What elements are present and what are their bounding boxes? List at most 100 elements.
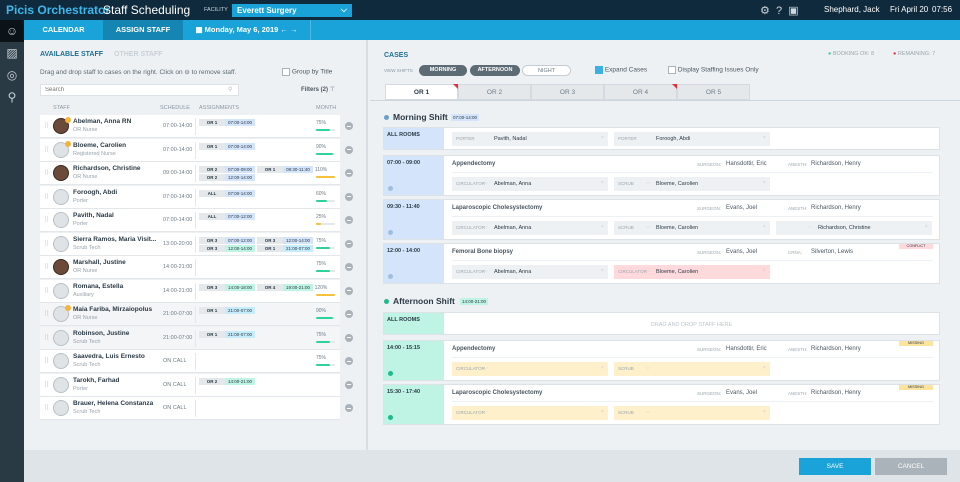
remove-icon[interactable]: × bbox=[762, 224, 766, 230]
case-name[interactable]: Appendectomy bbox=[452, 161, 496, 167]
remove-staff-icon[interactable] bbox=[345, 310, 353, 318]
gear-icon[interactable]: ⚙ bbox=[760, 5, 770, 17]
shift-night-toggle[interactable]: NIGHT bbox=[522, 65, 571, 76]
shift-afternoon-toggle[interactable]: AFTERNOON bbox=[470, 65, 520, 76]
drag-handle-icon[interactable]: ⠿ bbox=[44, 264, 50, 271]
case-name[interactable]: Appendectomy bbox=[452, 346, 496, 352]
staff-slot[interactable]: CIRCULATOR ⌵ Bloeme, Carolien × bbox=[614, 265, 770, 279]
shift-morning-toggle[interactable]: MORNING bbox=[419, 65, 467, 76]
expand-cases-checkbox[interactable] bbox=[595, 66, 603, 74]
staff-row[interactable]: ⠿ Maia Fariba, Mirzaiopolus OR Nurse 21:00-… bbox=[40, 303, 340, 326]
facility-select[interactable]: Everett Surgery ⌵ bbox=[232, 4, 352, 17]
remove-staff-icon[interactable] bbox=[345, 145, 353, 154]
drag-handle-icon[interactable]: ⠿ bbox=[44, 170, 50, 177]
slot-role[interactable]: SCRUB bbox=[618, 225, 634, 230]
chevron-down-icon[interactable]: ⌵ bbox=[808, 224, 812, 230]
slot-role[interactable]: CIRCULATOR bbox=[456, 181, 485, 186]
drag-handle-icon[interactable]: ⠿ bbox=[44, 123, 50, 130]
remove-staff-icon[interactable] bbox=[345, 263, 353, 271]
slot-role[interactable]: CIRCULATOR bbox=[456, 225, 485, 230]
info-icon[interactable] bbox=[388, 230, 393, 235]
chevron-down-icon[interactable]: ⌵ bbox=[484, 409, 488, 415]
arrow-right-icon[interactable]: → bbox=[290, 25, 298, 34]
chevron-down-icon[interactable]: ⌵ bbox=[646, 268, 650, 274]
staff-row[interactable]: ⠿ Marshall, Justine OR Nurse 14:00-21:00 75% bbox=[40, 256, 340, 279]
tab-available-staff[interactable]: AVAILABLE STAFF bbox=[40, 51, 103, 58]
bandage-icon[interactable]: ▨ bbox=[6, 46, 18, 60]
tab-other-staff[interactable]: OTHER STAFF bbox=[114, 51, 163, 58]
staff-slot[interactable]: SCRUB ⌵ Bloeme, Carolien × bbox=[614, 177, 770, 191]
case-name[interactable]: Femoral Bone biopsy bbox=[452, 249, 514, 255]
staff-row[interactable]: ⠿ Sierra Ramos, Maria Visit... Scrub Tech 1… bbox=[40, 232, 340, 256]
drag-handle-icon[interactable]: ⠿ bbox=[44, 334, 50, 342]
drag-handle-icon[interactable]: ⠿ bbox=[44, 217, 50, 224]
tab-or-4[interactable]: OR 4 bbox=[604, 84, 677, 100]
staff-slot[interactable]: PORTER Pavith, Nadal × bbox=[452, 132, 608, 146]
staff-row[interactable]: ⠿ Robinson, Justine Scrub Tech 21:00-07:00 O… bbox=[40, 326, 340, 350]
staff-row[interactable]: ⠿ Pavith, Nadal Porter 07:00-14:00 ALL 07:00-… bbox=[40, 209, 340, 232]
remove-icon[interactable]: × bbox=[762, 409, 766, 415]
drag-handle-icon[interactable]: ⠿ bbox=[44, 381, 50, 389]
remove-icon[interactable]: × bbox=[600, 180, 604, 186]
remove-icon[interactable]: × bbox=[600, 135, 604, 141]
remove-staff-icon[interactable] bbox=[345, 169, 353, 177]
slot-role[interactable]: SCRUB bbox=[618, 410, 634, 415]
case-name[interactable]: Laparoscopic Cholesystectomy bbox=[452, 205, 543, 211]
staff-row[interactable]: ⠿ Tarokh, Farhad Porter ON CALL OR 2 14:00-21… bbox=[40, 373, 340, 397]
remove-icon[interactable]: × bbox=[924, 224, 928, 230]
drag-handle-icon[interactable]: ⠿ bbox=[44, 311, 50, 318]
staff-slot[interactable]: CIRCULATOR ⌵ × bbox=[452, 362, 608, 376]
drag-handle-icon[interactable]: ⠿ bbox=[44, 240, 50, 248]
remove-staff-icon[interactable] bbox=[345, 216, 353, 224]
tab-assign-staff[interactable]: ASSIGN STAFF bbox=[103, 20, 183, 40]
staff-slot[interactable]: CIRCULATOR ⌵ Abelman, Anna × bbox=[452, 221, 608, 235]
search-input[interactable] bbox=[40, 84, 239, 96]
staff-row[interactable]: ⠿ Foroogh, Abdi Porter 07:00-14:00 ALL 07:00-… bbox=[40, 185, 340, 209]
drag-handle-icon[interactable]: ⠿ bbox=[44, 146, 50, 154]
current-date[interactable]: Monday, May 6, 2019 bbox=[204, 25, 279, 34]
chevron-down-icon[interactable]: ⌵ bbox=[484, 365, 488, 371]
remove-icon[interactable]: × bbox=[762, 365, 766, 371]
staff-row[interactable]: ⠿ Brauer, Helena Constanza Scrub Tech ON CA… bbox=[40, 397, 340, 420]
tab-or-1[interactable]: OR 1 bbox=[385, 84, 458, 100]
remove-icon[interactable]: × bbox=[600, 409, 604, 415]
staff-row[interactable]: ⠿ Abelman, Anna RN OR Nurse 07:00-14:00 OR 1… bbox=[40, 115, 340, 138]
info-icon[interactable] bbox=[388, 274, 393, 279]
filters-button[interactable]: Filters (2) ⊤ bbox=[301, 87, 335, 93]
info-icon[interactable] bbox=[388, 415, 393, 420]
tab-or-5[interactable]: OR 5 bbox=[677, 84, 750, 100]
anatomy-icon[interactable]: ◎ bbox=[6, 68, 18, 82]
remove-staff-icon[interactable] bbox=[345, 239, 353, 248]
staff-slot[interactable]: ⌵ Richardson, Christine × bbox=[776, 221, 932, 235]
remove-icon[interactable]: × bbox=[600, 224, 604, 230]
save-button[interactable]: SAVE bbox=[799, 458, 871, 475]
help-icon[interactable]: ? bbox=[776, 5, 783, 17]
drag-handle-icon[interactable]: ⠿ bbox=[44, 358, 50, 365]
remove-staff-icon[interactable] bbox=[345, 122, 353, 130]
drag-handle-icon[interactable]: ⠿ bbox=[44, 193, 50, 201]
chevron-down-icon[interactable]: ⌵ bbox=[646, 365, 650, 371]
slot-role[interactable]: CIRCULATOR bbox=[456, 410, 485, 415]
slot-role[interactable]: CIRCULATOR bbox=[456, 366, 485, 371]
staff-slot[interactable]: CIRCULATOR ⌵ Abelman, Anna × bbox=[452, 177, 608, 191]
chevron-down-icon[interactable]: ⌵ bbox=[484, 268, 488, 274]
chevron-down-icon[interactable]: ⌵ bbox=[646, 224, 650, 230]
staff-row[interactable]: ⠿ Bloeme, Carolien Registered Nurse 07:00-1… bbox=[40, 138, 340, 162]
staff-slot[interactable]: CIRCULATOR ⌵ Abelman, Anna × bbox=[452, 265, 608, 279]
slot-role[interactable]: SCRUB bbox=[618, 181, 634, 186]
staff-row[interactable]: ⠿ Saavedra, Luis Ernesto Scrub Tech ON CALL… bbox=[40, 350, 340, 373]
drag-handle-icon[interactable]: ⠿ bbox=[44, 287, 50, 295]
remove-staff-icon[interactable] bbox=[345, 333, 353, 342]
cancel-button[interactable]: CANCEL bbox=[875, 458, 947, 475]
drag-handle-icon[interactable]: ⠿ bbox=[44, 405, 50, 412]
staff-slot[interactable]: SCRUB ⌵ × bbox=[614, 362, 770, 376]
remove-staff-icon[interactable] bbox=[345, 380, 353, 389]
group-by-title-checkbox[interactable] bbox=[282, 68, 290, 76]
staff-row[interactable]: ⠿ Romana, Estella Auxiliary 14:00-21:00 OR 3… bbox=[40, 279, 340, 303]
chevron-down-icon[interactable]: ⌵ bbox=[484, 180, 488, 186]
slot-role[interactable]: PORTER bbox=[456, 136, 475, 141]
tab-calendar[interactable]: CALENDAR bbox=[42, 25, 85, 34]
remove-staff-icon[interactable] bbox=[345, 404, 353, 412]
staff-slot[interactable]: SCRUB ⌵ × bbox=[614, 406, 770, 420]
staff-icon[interactable]: ☺ bbox=[0, 20, 24, 42]
